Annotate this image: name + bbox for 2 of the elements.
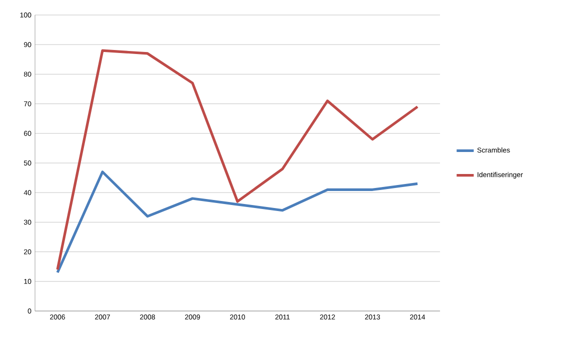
line-series [56, 170, 419, 274]
line-series [56, 49, 419, 271]
